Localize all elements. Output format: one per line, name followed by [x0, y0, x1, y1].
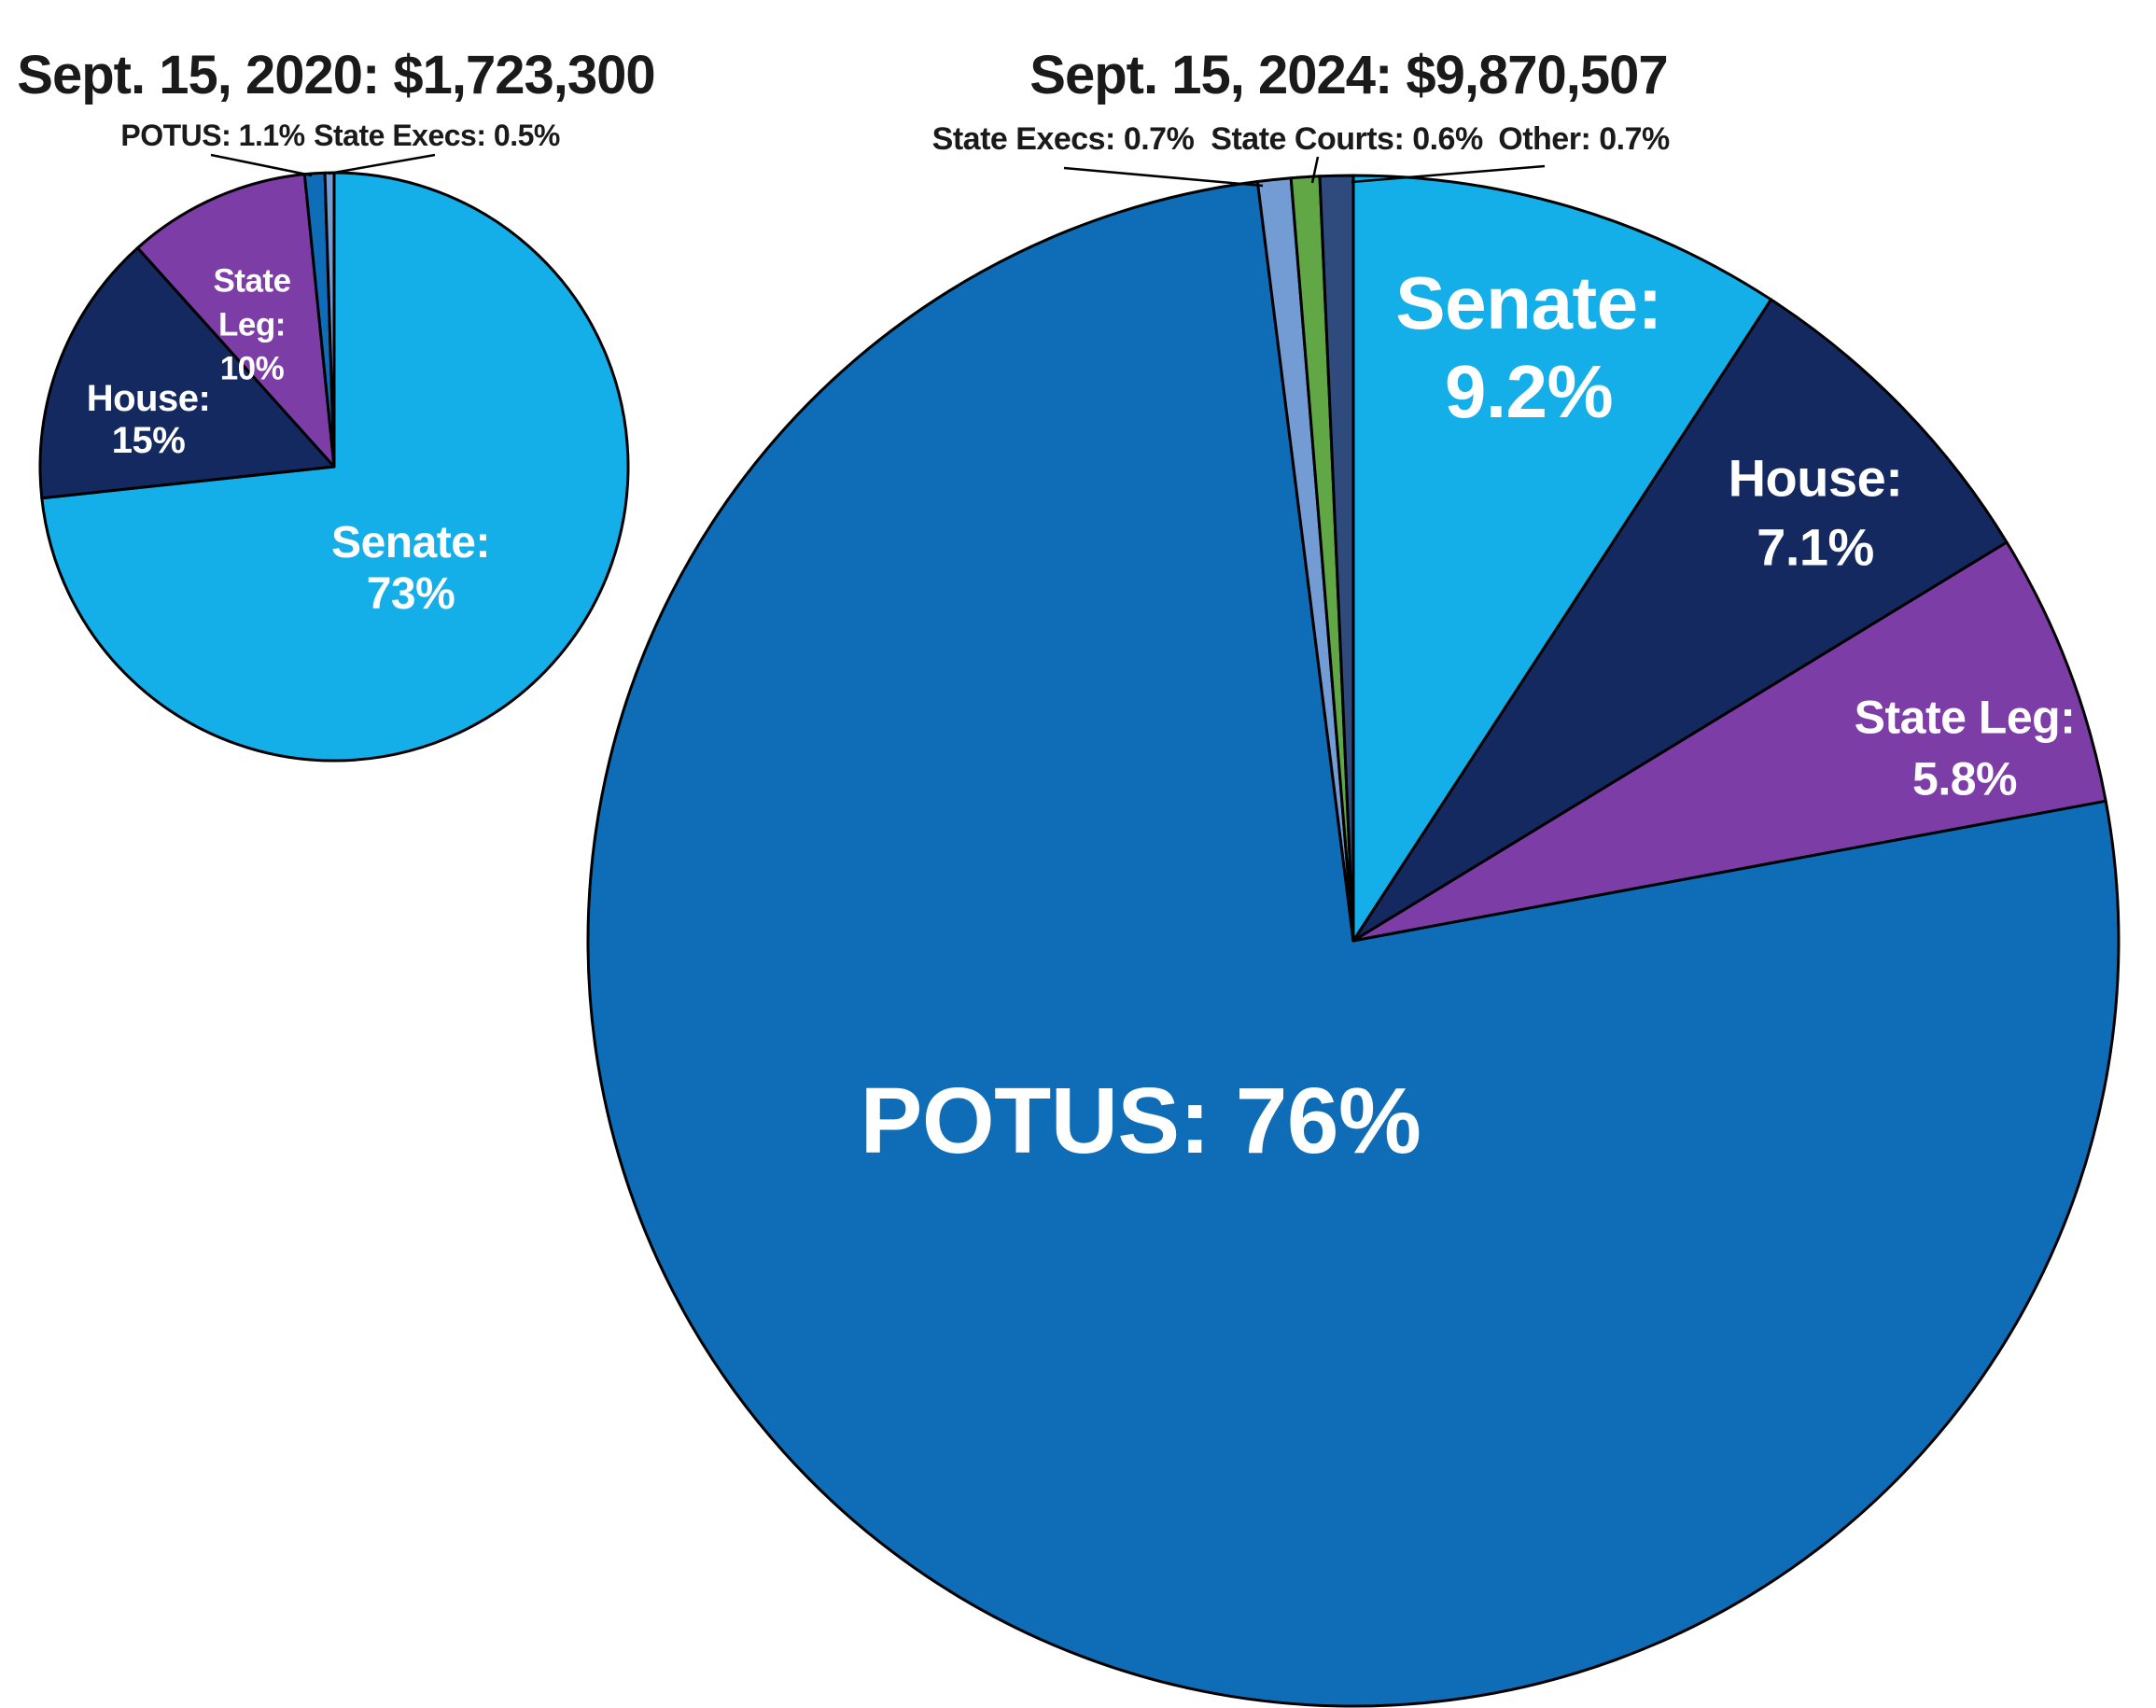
leader-line-state-execs: [1063, 166, 1264, 188]
leader-line-state-execs: [328, 153, 436, 175]
slice-state-leg: [1351, 540, 2107, 943]
callout-label-potus: POTUS: 1.1%: [120, 119, 304, 152]
chart-title-2024: Sept. 15, 2024: $9,870,507: [1029, 45, 1667, 105]
slice-senate: [1351, 174, 1773, 943]
slice-house: [1351, 298, 2009, 943]
callout-label-state-execs: State Execs: 0.7%: [932, 121, 1195, 157]
slice-label-state-leg: State Leg: 5.8%: [1855, 692, 2076, 805]
slice-label-senate: Senate: 73%: [331, 518, 490, 619]
callout-label-state-execs: State Execs: 0.5%: [314, 119, 560, 152]
slice-state-leg: [136, 173, 336, 469]
slice-label-house: House: 7.1%: [1729, 449, 1903, 577]
leader-line-potus: [210, 153, 313, 177]
leader-line-other: [1351, 164, 1546, 184]
chart-title-2020: Sept. 15, 2020: $1,723,300: [17, 45, 654, 105]
slice-house: [38, 246, 336, 500]
slice-label-house: House: 15%: [87, 378, 211, 461]
callout-label-other: Other: 0.7%: [1498, 121, 1670, 157]
callout-label-state-courts: State Courts: 0.6%: [1211, 121, 1483, 157]
pie-chart-2024: Senate: 9.2% House: 7.1% State Leg: 5.8% POTUS…: [586, 121, 2121, 1708]
slice-label-potus: POTUS: 76%: [861, 1069, 1421, 1173]
slice-potus: [586, 180, 2121, 1708]
slice-label-state-leg: State Leg: 10%: [213, 262, 290, 386]
slice-label-senate: Senate: 9.2%: [1395, 261, 1661, 433]
slice-other: [1318, 174, 1355, 943]
leader-line-state-courts: [1310, 156, 1320, 184]
pie-chart-2020: Senate: 73% House: 15%State Leg: 10% POTUS: 1.…: [38, 119, 630, 763]
